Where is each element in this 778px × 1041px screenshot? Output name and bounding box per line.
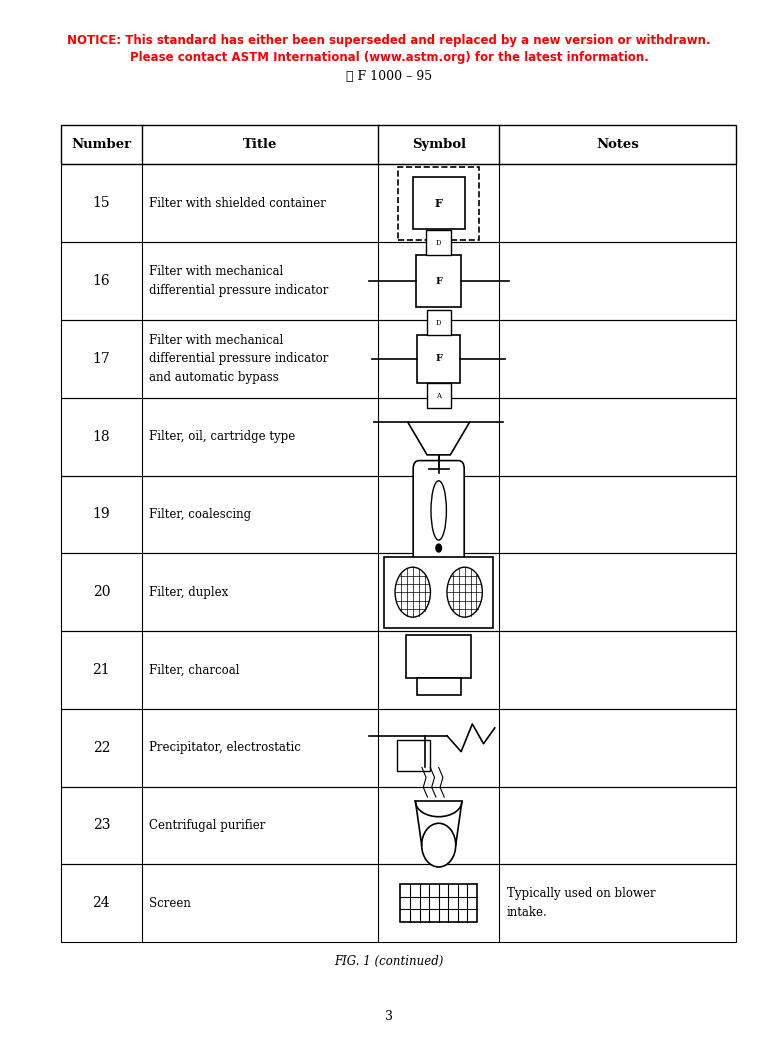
Text: differential pressure indicator: differential pressure indicator <box>149 284 328 297</box>
Text: D: D <box>436 238 441 247</box>
Text: 24: 24 <box>93 896 110 910</box>
Bar <box>416 255 461 307</box>
Text: FIG. 1 (continued): FIG. 1 (continued) <box>335 955 443 967</box>
Bar <box>61 164 735 243</box>
Text: D: D <box>436 319 441 327</box>
Text: 20: 20 <box>93 585 110 600</box>
Text: and automatic bypass: and automatic bypass <box>149 372 279 384</box>
Text: 16: 16 <box>93 274 110 288</box>
Bar <box>416 679 461 695</box>
Text: 21: 21 <box>93 663 110 677</box>
Bar <box>61 125 735 164</box>
Text: 18: 18 <box>93 430 110 443</box>
Text: F: F <box>435 277 442 285</box>
Text: differential pressure indicator: differential pressure indicator <box>149 353 328 365</box>
Bar <box>427 310 450 334</box>
Text: Symbol: Symbol <box>412 138 466 151</box>
Text: Notes: Notes <box>596 138 639 151</box>
Bar <box>384 557 493 628</box>
FancyBboxPatch shape <box>413 460 464 568</box>
Text: Filter with mechanical: Filter with mechanical <box>149 334 283 347</box>
Text: intake.: intake. <box>506 906 548 919</box>
Circle shape <box>436 544 441 552</box>
Bar <box>61 631 735 709</box>
Text: Typically used on blower: Typically used on blower <box>506 887 655 900</box>
Bar <box>61 709 735 787</box>
Ellipse shape <box>422 823 456 867</box>
Text: Centrifugal purifier: Centrifugal purifier <box>149 819 265 832</box>
Text: Screen: Screen <box>149 896 191 910</box>
Text: Precipitator, electrostatic: Precipitator, electrostatic <box>149 741 301 754</box>
Text: Filter, charcoal: Filter, charcoal <box>149 663 240 677</box>
Text: 23: 23 <box>93 818 110 833</box>
Text: Filter, duplex: Filter, duplex <box>149 586 229 599</box>
Bar <box>61 476 735 554</box>
Text: Filter, coalescing: Filter, coalescing <box>149 508 251 520</box>
Text: 3: 3 <box>385 1010 393 1022</box>
Bar <box>418 334 460 383</box>
Text: Ⓜ F 1000 – 95: Ⓜ F 1000 – 95 <box>346 70 432 82</box>
Text: Title: Title <box>243 138 277 151</box>
Text: Number: Number <box>72 138 131 151</box>
Bar <box>61 398 735 476</box>
Bar <box>397 740 430 771</box>
Text: Filter with shielded container: Filter with shielded container <box>149 197 326 210</box>
Text: A: A <box>436 391 441 400</box>
Text: 22: 22 <box>93 741 110 755</box>
Ellipse shape <box>431 481 447 540</box>
Text: 15: 15 <box>93 197 110 210</box>
Bar <box>406 635 471 679</box>
Text: F: F <box>435 198 443 209</box>
Bar <box>401 885 477 922</box>
Bar <box>61 787 735 864</box>
Bar <box>413 177 464 229</box>
Circle shape <box>436 473 442 482</box>
Bar <box>398 167 479 239</box>
Text: Please contact ASTM International (www.astm.org) for the latest information.: Please contact ASTM International (www.a… <box>130 51 648 64</box>
Bar <box>61 554 735 631</box>
Bar <box>61 864 735 942</box>
Text: 17: 17 <box>93 352 110 365</box>
Text: Filter with mechanical: Filter with mechanical <box>149 265 283 278</box>
Text: F: F <box>435 354 442 363</box>
Bar <box>61 320 735 398</box>
Text: Filter, oil, cartridge type: Filter, oil, cartridge type <box>149 430 296 443</box>
Text: 19: 19 <box>93 507 110 522</box>
Text: NOTICE: This standard has either been superseded and replaced by a new version o: NOTICE: This standard has either been su… <box>67 34 711 47</box>
Bar <box>61 243 735 320</box>
Bar <box>427 383 450 408</box>
Bar <box>426 230 451 255</box>
